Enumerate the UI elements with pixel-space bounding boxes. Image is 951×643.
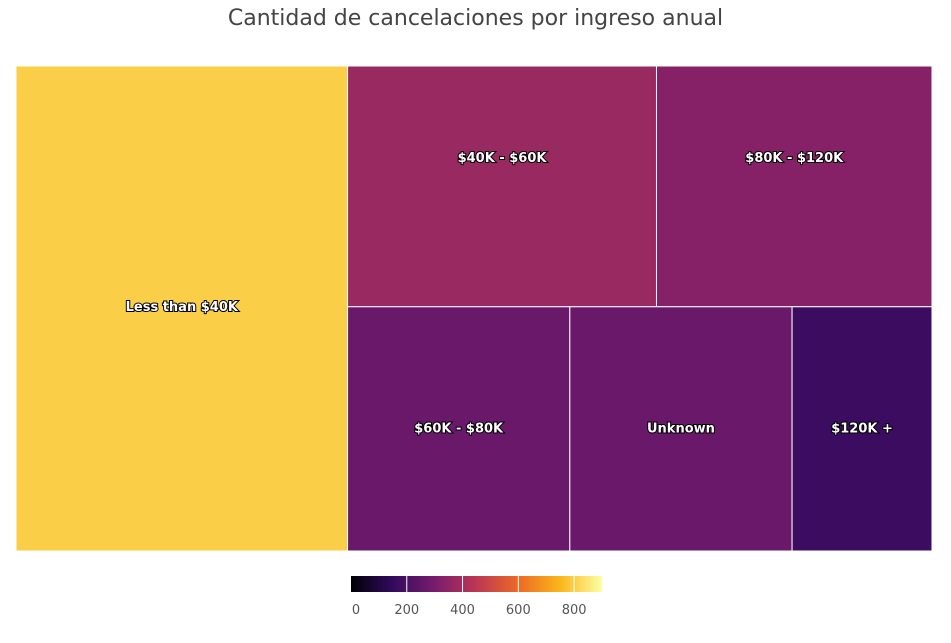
treemap-tiles: Less than $40K $40K - $60K $80K - $120K $60… bbox=[15, 65, 933, 552]
tile-label: $60K - $80K bbox=[414, 421, 504, 436]
chart-title: Cantidad de cancelaciones por ingreso an… bbox=[227, 6, 724, 31]
colorbar-tick-label: 400 bbox=[450, 603, 475, 618]
tile-label: $80K - $120K bbox=[745, 151, 844, 166]
treemap-tile[interactable] bbox=[655, 65, 933, 308]
tile-label: $40K - $60K bbox=[458, 151, 548, 166]
tile-label: Unknown bbox=[647, 421, 715, 436]
treemap-tile[interactable] bbox=[791, 306, 933, 552]
colorbar-tick-label: 800 bbox=[562, 603, 587, 618]
tile-label: $120K + bbox=[831, 421, 893, 436]
tile-label: Less than $40K bbox=[126, 300, 239, 315]
colorbar-tick-label: 0 bbox=[352, 603, 360, 618]
colorbar: 0 200 400 600 800 bbox=[351, 576, 602, 618]
treemap-tile[interactable] bbox=[347, 65, 657, 308]
colorbar-gradient bbox=[351, 576, 602, 592]
treemap-tile[interactable] bbox=[569, 306, 793, 552]
treemap-tile[interactable] bbox=[15, 65, 349, 552]
colorbar-tick-label: 200 bbox=[394, 603, 419, 618]
treemap-tile[interactable] bbox=[347, 306, 571, 552]
colorbar-tick-label: 600 bbox=[506, 603, 531, 618]
